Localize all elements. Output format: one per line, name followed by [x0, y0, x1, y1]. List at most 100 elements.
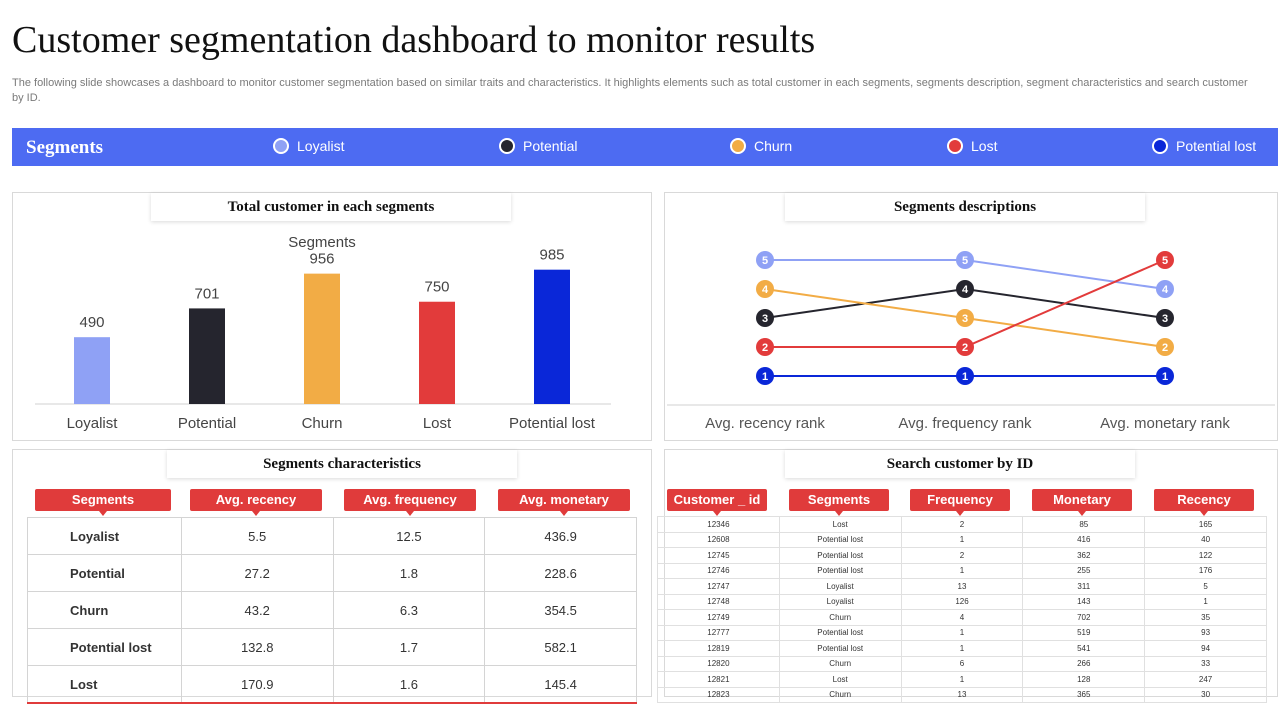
avg-monetary: 145.4 — [484, 665, 637, 704]
rank-point-label: 4 — [962, 284, 969, 296]
table-row[interactable]: 12748 Loyalist 126 143 1 — [657, 593, 1267, 610]
bar-value-label: 956 — [309, 251, 334, 268]
customer-segment: Potential lost — [778, 562, 902, 579]
customer-id: 12748 — [657, 593, 780, 610]
customer-segment: Potential lost — [778, 531, 902, 548]
bar-potential-lost — [534, 269, 570, 404]
table-row[interactable]: 12749 Churn 4 702 35 — [657, 609, 1267, 626]
customer-id: 12608 — [657, 531, 780, 548]
table-row[interactable]: 12745 Potential lost 2 362 122 — [657, 547, 1267, 564]
customer-monetary: 255 — [1022, 562, 1146, 579]
customer-recency: 40 — [1144, 531, 1267, 548]
customer-frequency: 13 — [900, 578, 1024, 595]
customer-monetary: 702 — [1022, 609, 1146, 626]
table-row: Loyalist 5.5 12.5 436.9 — [27, 517, 637, 555]
search-customer-heading: Search customer by ID — [785, 450, 1135, 478]
legend-label: Potential lost — [1176, 138, 1257, 154]
customer-segment: Potential lost — [778, 640, 902, 657]
customer-frequency: 126 — [900, 593, 1024, 610]
line-category-label: Avg. recency rank — [705, 415, 825, 432]
search-customer-panel: Search customer by ID Customer _ id Segm… — [657, 449, 1278, 703]
customer-frequency: 4 — [900, 609, 1024, 626]
avg-recency: 27.2 — [180, 554, 334, 592]
column-header-recency: Recency — [1154, 489, 1254, 516]
customer-id: 12821 — [657, 671, 780, 688]
page-title: Customer segmentation dashboard to monit… — [12, 19, 816, 61]
table-row[interactable]: 12819 Potential lost 1 541 94 — [657, 640, 1267, 657]
rank-point — [956, 309, 974, 327]
table-row[interactable]: 12747 Loyalist 13 311 5 — [657, 578, 1267, 595]
segments-characteristics-heading: Segments characteristics — [167, 450, 517, 478]
customer-recency: 35 — [1144, 609, 1267, 626]
customer-segment: Loyalist — [778, 578, 902, 595]
customer-monetary: 311 — [1022, 578, 1146, 595]
avg-recency: 132.8 — [180, 628, 334, 666]
bar-chart-title: Segments — [288, 234, 356, 251]
customer-frequency: 1 — [900, 640, 1024, 657]
avg-monetary: 228.6 — [484, 554, 637, 592]
customer-frequency: 2 — [900, 547, 1024, 564]
customer-recency: 122 — [1144, 547, 1267, 564]
segments-characteristics-panel: Segments characteristics Segments Avg. r… — [12, 449, 652, 704]
table-row[interactable]: 12820 Churn 6 266 33 — [657, 655, 1267, 672]
customer-recency: 93 — [1144, 624, 1267, 641]
bar-lost — [419, 301, 455, 404]
segment-name: Loyalist — [27, 517, 182, 555]
bar-category-label: Potential — [178, 415, 236, 432]
avg-recency: 5.5 — [180, 517, 334, 555]
customer-segment: Churn — [778, 609, 902, 626]
customer-segment: Lost — [778, 671, 902, 688]
table-row: Potential lost 132.8 1.7 582.1 — [27, 628, 637, 666]
table-row[interactable]: 12346 Lost 2 85 165 — [657, 516, 1267, 533]
table-row[interactable]: 12777 Potential lost 1 519 93 — [657, 624, 1267, 641]
legend-item-potential-lost: Potential lost — [1152, 138, 1256, 154]
customer-search-table: 12346 Lost 2 85 165 12608 Potential lost 1 416 4… — [657, 516, 1267, 703]
bar-potential — [189, 308, 225, 404]
rank-point — [1156, 367, 1174, 385]
rank-point — [756, 309, 774, 327]
table-row[interactable]: 12823 Churn 13 365 30 — [657, 686, 1267, 703]
rank-point-label: 2 — [762, 342, 768, 354]
column-header-monetary: Monetary — [1032, 489, 1132, 516]
column-header-frequency: Frequency — [910, 489, 1010, 516]
customer-segment: Potential lost — [778, 547, 902, 564]
line-category-label: Avg. frequency rank — [898, 415, 1032, 432]
table-row[interactable]: 12821 Lost 1 128 247 — [657, 671, 1267, 688]
rank-point-label: 3 — [962, 313, 968, 325]
avg-frequency: 6.3 — [332, 591, 486, 629]
rank-point — [956, 280, 974, 298]
bar-value-label: 701 — [194, 285, 219, 302]
rank-point-label: 3 — [762, 313, 768, 325]
rank-point-label: 2 — [962, 342, 968, 354]
customer-recency: 1 — [1144, 593, 1267, 610]
bar-value-label: 985 — [539, 247, 564, 264]
legend-item-loyalist: Loyalist — [273, 138, 344, 154]
total-customers-panel: Total customer in each segments Segments… — [12, 192, 652, 441]
segments-legend-bar: Segments Loyalist Potential Churn Lost P… — [12, 128, 1278, 166]
customer-recency: 94 — [1144, 640, 1267, 657]
avg-recency: 43.2 — [180, 591, 334, 629]
customer-id: 12819 — [657, 640, 780, 657]
table-row: Lost 170.9 1.6 145.4 — [27, 665, 637, 704]
rank-point-label: 1 — [1162, 371, 1168, 383]
segment-name: Potential lost — [27, 628, 182, 666]
customer-segment: Loyalist — [778, 593, 902, 610]
table-row[interactable]: 12608 Potential lost 1 416 40 — [657, 531, 1267, 548]
customer-frequency: 1 — [900, 531, 1024, 548]
customer-segment: Churn — [778, 686, 902, 703]
legend-label: Churn — [754, 138, 793, 154]
bar-category-label: Lost — [423, 415, 452, 432]
customer-recency: 5 — [1144, 578, 1267, 595]
legend-label: Potential — [523, 138, 578, 154]
customer-id: 12820 — [657, 655, 780, 672]
series-line-lost — [765, 259, 1166, 348]
bar-chart: Segments 490 Loyalist 701 Potential 956 Churn… — [35, 234, 611, 432]
rank-point — [956, 338, 974, 356]
customer-monetary: 362 — [1022, 547, 1146, 564]
table-row[interactable]: 12746 Potential lost 1 255 176 — [657, 562, 1267, 579]
bar-value-label: 490 — [79, 314, 104, 331]
avg-frequency: 12.5 — [332, 517, 486, 555]
customer-segment: Potential lost — [778, 624, 902, 641]
customer-id: 12346 — [657, 516, 780, 533]
rank-point — [756, 251, 774, 269]
